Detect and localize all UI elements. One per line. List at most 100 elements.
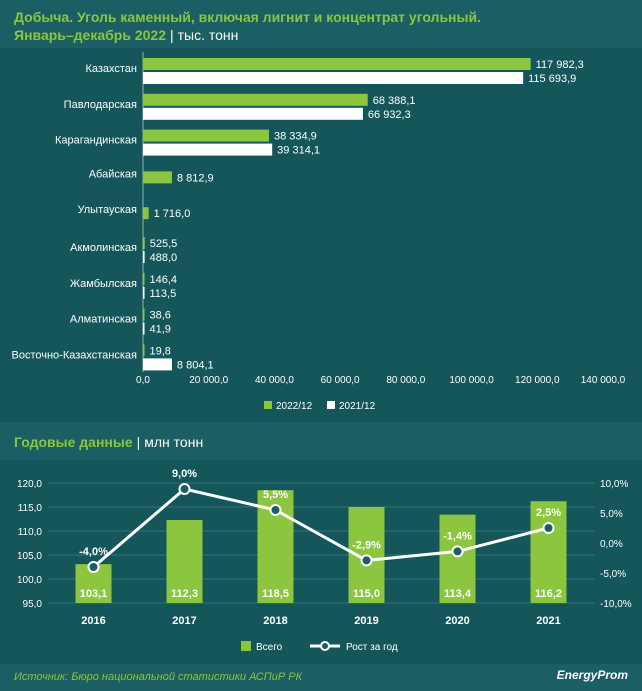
legend-label-total: Всего bbox=[256, 642, 283, 653]
y-tick-label: 115,0 bbox=[18, 503, 43, 514]
legend-label-2022: 2022/12 bbox=[276, 401, 313, 412]
bar-2021 bbox=[143, 143, 273, 156]
category-label: Акмолинская bbox=[70, 242, 137, 254]
data-label-2021: 41,9 bbox=[150, 324, 171, 336]
bar-2021 bbox=[143, 251, 145, 263]
data-label-2022: 8 812,9 bbox=[177, 172, 214, 184]
legend-swatch-2021 bbox=[327, 401, 335, 409]
regions-chart-panel: Казахстан 117 982,3 115 693,9 Павлодарская 6… bbox=[0, 48, 642, 422]
bar-2022 bbox=[143, 272, 145, 285]
bar-2022 bbox=[143, 308, 145, 321]
x-tick-label: 2021 bbox=[536, 615, 560, 627]
bar-value-label: 118,5 bbox=[262, 588, 289, 600]
bar-value-label: 103,1 bbox=[80, 588, 108, 600]
chart-subtitle: Январь–декабрь 2022 | тыс. тонн bbox=[14, 27, 238, 43]
growth-line bbox=[92, 487, 549, 569]
annual-combo-chart: 95,0 100,0 105,0 110,0 115,0 120,0 -10,0% -5,0%… bbox=[17, 468, 632, 653]
data-label-2021: 8 804,1 bbox=[177, 359, 214, 371]
growth-marker bbox=[269, 504, 282, 516]
data-label-2021: 488,0 bbox=[150, 252, 178, 264]
bar-2022 bbox=[143, 58, 531, 70]
data-label-2022: 117 982,3 bbox=[536, 59, 584, 71]
bar-2021 bbox=[143, 322, 145, 335]
x-tick-label: 140 000,0 bbox=[581, 375, 626, 386]
annual-chart-panel: 95,0 100,0 105,0 110,0 115,0 120,0 -10,0% -5,0%… bbox=[0, 460, 642, 664]
y2-tick-label: -10,0% bbox=[600, 599, 632, 610]
growth-label: -2,9% bbox=[352, 539, 381, 551]
data-label-2022: 68 388,1 bbox=[373, 95, 416, 107]
annual-title-separator: | bbox=[136, 434, 141, 450]
growth-marker bbox=[451, 545, 464, 558]
x-tick-label: 2019 bbox=[354, 615, 378, 627]
bar-total bbox=[166, 519, 203, 603]
bar-value-label: 115,0 bbox=[353, 588, 380, 600]
category-label: Казахстан bbox=[85, 63, 137, 75]
bar-2022 bbox=[143, 344, 145, 357]
y2-tick-label: 0,0% bbox=[600, 539, 623, 550]
x-tick-label: 0,0 bbox=[136, 375, 150, 386]
legend-label-growth: Рост за год bbox=[346, 642, 398, 653]
bar-2021 bbox=[143, 107, 363, 120]
annual-title-label: Годовые данные bbox=[14, 434, 133, 450]
bar-2022 bbox=[143, 93, 368, 106]
growth-label: 9,0% bbox=[172, 468, 197, 480]
bar-2021 bbox=[143, 286, 145, 299]
bar-2022 bbox=[143, 207, 149, 220]
category-label: Павлодарская bbox=[64, 99, 137, 111]
data-label-2022: 146,4 bbox=[150, 274, 178, 286]
x-tick-label: 120 000,0 bbox=[515, 375, 560, 386]
growth-marker bbox=[87, 561, 100, 573]
category-label: Алматинская bbox=[70, 314, 137, 326]
annual-title: Годовые данные | млн тонн bbox=[14, 434, 203, 450]
data-label-2022: 19,8 bbox=[150, 345, 171, 357]
data-label-2021: 66 932,3 bbox=[368, 109, 411, 121]
annual-unit-label: млн тонн bbox=[144, 434, 204, 450]
data-label-2022: 525,5 bbox=[150, 238, 178, 250]
growth-label: 2,5% bbox=[536, 507, 561, 519]
category-label: Карагандинская bbox=[55, 135, 137, 147]
bar-2021 bbox=[143, 72, 524, 84]
y-tick-label: 100,0 bbox=[17, 575, 42, 586]
category-label: Улытауская bbox=[78, 204, 138, 216]
y2-tick-label: 10,0% bbox=[600, 479, 628, 490]
x-tick-label: 20 000,0 bbox=[189, 375, 228, 386]
y-tick-label: 105,0 bbox=[17, 551, 42, 562]
energyprom-logo: EnergyProm bbox=[556, 668, 628, 682]
bar-2021 bbox=[143, 358, 172, 371]
bar-2022 bbox=[143, 171, 172, 184]
x-tick-label: 100 000,0 bbox=[449, 375, 494, 386]
title-separator: | bbox=[169, 27, 174, 43]
y2-tick-label: 5,0% bbox=[600, 509, 623, 520]
category-label: Восточно-Казахстанская bbox=[11, 349, 137, 361]
y-tick-label: 95,0 bbox=[23, 599, 43, 610]
x-tick-label: 80 000,0 bbox=[386, 375, 425, 386]
y-tick-label: 120,0 bbox=[17, 479, 42, 490]
bar-total bbox=[439, 514, 476, 603]
x-tick-label: 2018 bbox=[263, 615, 287, 627]
growth-label: -1,4% bbox=[443, 530, 472, 542]
growth-label: 5,5% bbox=[263, 489, 288, 501]
x-tick-label: 40 000,0 bbox=[255, 375, 294, 386]
regions-bar-chart: Казахстан 117 982,3 115 693,9 Павлодарская 6… bbox=[11, 52, 626, 412]
growth-marker bbox=[178, 483, 191, 495]
data-label-2021: 39 314,1 bbox=[277, 145, 320, 157]
x-tick-label: 2016 bbox=[81, 615, 105, 627]
legend-swatch-2022 bbox=[264, 401, 272, 409]
x-tick-label: 2017 bbox=[172, 615, 196, 627]
unit-label: тыс. тонн bbox=[177, 27, 239, 43]
bar-value-label: 116,2 bbox=[535, 588, 562, 600]
source-note: Источник: Бюро национальной статистики А… bbox=[14, 671, 303, 683]
data-label-2021: 113,5 bbox=[150, 288, 177, 300]
bar-2022 bbox=[143, 129, 269, 142]
growth-marker bbox=[360, 554, 373, 567]
bar-value-label: 113,4 bbox=[444, 588, 472, 600]
bar-2022 bbox=[143, 237, 145, 249]
data-label-2021: 115 693,9 bbox=[528, 73, 576, 85]
chart-title: Добыча. Уголь каменный, включая лигнит и… bbox=[14, 9, 481, 25]
growth-label: -4,0% bbox=[79, 546, 108, 558]
growth-marker bbox=[542, 522, 555, 534]
bar-total bbox=[530, 501, 567, 603]
legend-marker-growth bbox=[320, 641, 330, 651]
legend-swatch-total bbox=[241, 641, 251, 651]
legend-label-2021: 2021/12 bbox=[339, 401, 376, 412]
